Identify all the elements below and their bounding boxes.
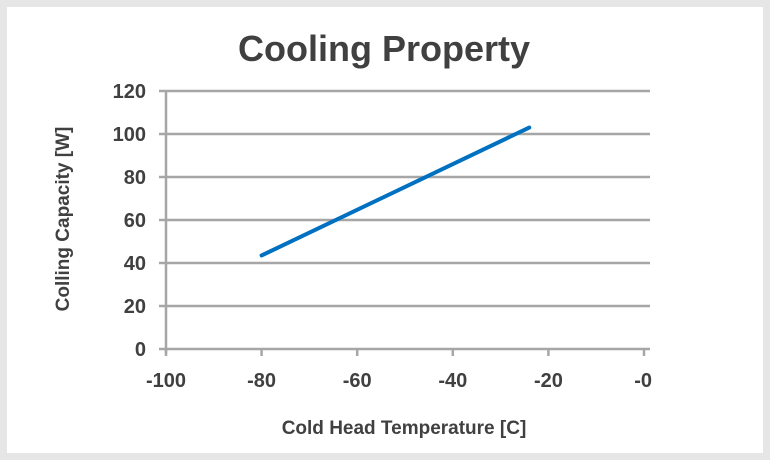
- x-tick-label: -100: [146, 370, 186, 392]
- x-tick-labels: -100 -80 -60 -40 -20 -0: [146, 370, 652, 392]
- x-axis-label: Cold Head Temperature [C]: [282, 418, 527, 439]
- series-group: [259, 125, 532, 258]
- axes: [159, 89, 650, 356]
- x-tick-label: -20: [534, 370, 563, 392]
- grid-lines: [166, 89, 650, 308]
- x-tick-label: -80: [247, 370, 276, 392]
- y-tick-label: 0: [135, 339, 146, 361]
- y-tick-label: 120: [113, 81, 146, 103]
- y-tick-labels: 0 20 40 60 80 100 120: [113, 81, 146, 361]
- y-tick-label: 60: [124, 210, 146, 232]
- chart-card: [7, 7, 763, 453]
- y-tick-label: 100: [113, 124, 146, 146]
- chart-title: Cooling Property: [238, 28, 530, 69]
- x-tick-label: -60: [343, 370, 372, 392]
- y-axis-label: Colling Capacity [W]: [53, 127, 74, 312]
- y-tick-label: 20: [124, 296, 146, 318]
- x-tick-label: -0: [634, 370, 652, 392]
- y-tick-label: 40: [124, 253, 146, 275]
- series-line: [259, 125, 532, 258]
- x-tick-label: -40: [438, 370, 467, 392]
- y-tick-label: 80: [124, 167, 146, 189]
